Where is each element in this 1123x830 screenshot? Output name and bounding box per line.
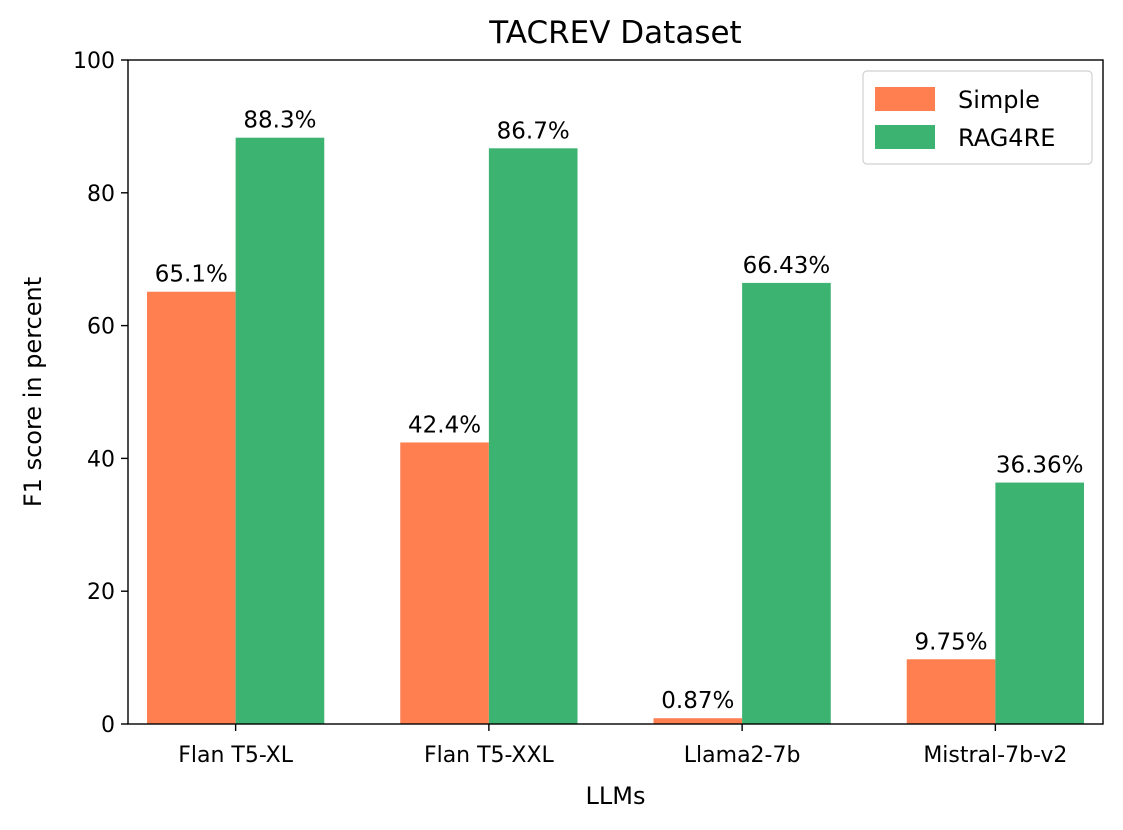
data-label-simple-2: 42.4% [408,412,481,438]
data-label-simple-3: 0.87% [661,688,734,714]
y-tick-label-60: 60 [87,315,115,340]
legend-label-rag4re: RAG4RE [958,124,1055,152]
y-tick-label-0: 0 [101,713,115,738]
data-label-rag4re-4: 36.36% [996,453,1084,479]
y-tick-label-100: 100 [73,49,115,74]
bar-rag4re-1 [235,137,325,724]
legend-swatch-simple [875,87,935,111]
bar-simple-3 [653,718,743,724]
legend-label-simple: Simple [958,86,1040,114]
data-label-rag4re-2: 86.7% [497,118,570,144]
chart-title: TACREV Dataset [488,15,741,51]
data-label-rag4re-3: 66.43% [743,253,831,279]
x-tick-label-2: Flan T5-XXL [424,743,555,768]
y-axis-label: F1 score in percent [19,277,47,507]
bar-simple-1 [146,291,236,724]
bar-rag4re-3 [742,282,831,724]
x-tick-label-4: Mistral-7b-v2 [923,743,1067,768]
x-tick-label-3: Llama2-7b [684,743,801,768]
legend-swatch-rag4re [875,125,935,149]
x-tick-label-1: Flan T5-XL [178,743,294,768]
legend: Simple RAG4RE [862,70,1093,165]
bars-layer [146,137,1085,724]
axes-layer: 0 20 40 60 80 100 Flan T5-XL Flan T5-XXL Llama2-… [73,49,1104,768]
bar-rag4re-4 [995,482,1085,724]
plot-frame [127,59,1104,725]
data-label-rag4re-1: 88.3% [243,108,316,134]
data-label-simple-4: 9.75% [915,629,988,655]
bar-simple-4 [906,659,996,724]
y-tick-label-20: 20 [87,580,115,605]
y-tick-label-80: 80 [87,182,115,207]
bar-simple-2 [400,442,489,724]
bar-rag4re-2 [488,148,578,724]
x-axis-label: LLMs [586,782,646,810]
data-label-simple-1: 65.1% [155,262,228,288]
y-tick-label-40: 40 [87,447,115,472]
data-labels-layer: 65.1% 42.4% 0.87% 9.75% 88.3% 86.7% 66.43% 36.3… [155,108,1084,715]
